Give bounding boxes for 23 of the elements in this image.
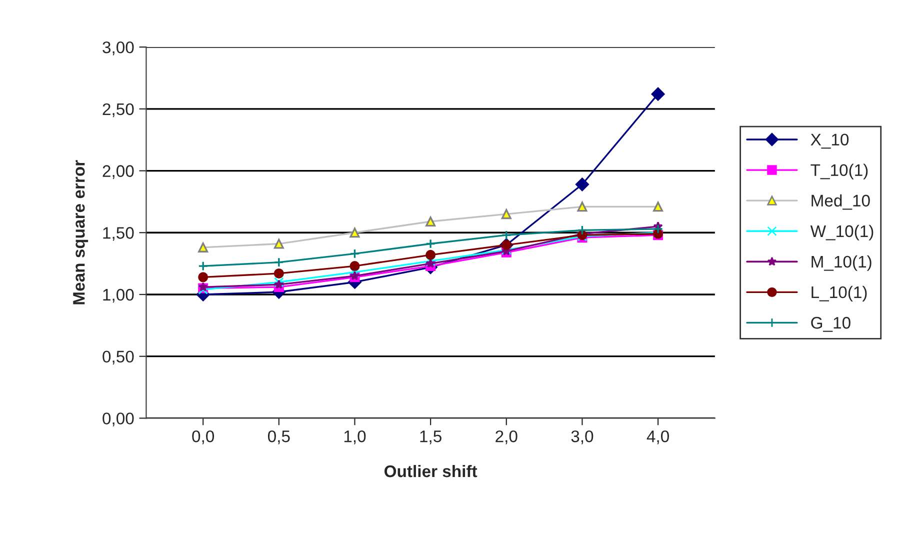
legend-label: L_10(1): [812, 286, 867, 302]
legend-label: M_10(1): [812, 255, 872, 271]
x-tick-label: 1,5: [420, 430, 442, 444]
x-tick-label: 1,0: [344, 430, 366, 444]
legend-label: X_10: [810, 134, 849, 149]
legend-label: G_10: [811, 316, 850, 332]
legend-label: Med_10: [812, 194, 870, 210]
legend-label: W_10(1): [810, 224, 874, 240]
x-axis-title: Outlier shift: [384, 464, 478, 478]
y-tick-label: 3,00: [102, 41, 134, 56]
y-tick-label: 1,50: [103, 227, 134, 241]
y-tick-label: 0,00: [102, 412, 134, 426]
x-tick-label: 0,5: [268, 430, 290, 444]
y-axis-title: Mean square error: [73, 160, 88, 304]
y-tick-label: 0,50: [102, 350, 134, 365]
y-tick-label: 1,00: [103, 288, 134, 303]
legend-label: T_10(1): [810, 164, 868, 180]
y-tick-label: 2,00: [102, 165, 134, 179]
y-tick-label: 2,50: [102, 103, 134, 118]
x-tick-label: 0,0: [192, 430, 214, 444]
x-tick-label: 4,0: [646, 430, 669, 444]
x-tick-label: 2,0: [496, 430, 518, 444]
x-tick-label: 3,0: [571, 430, 594, 444]
